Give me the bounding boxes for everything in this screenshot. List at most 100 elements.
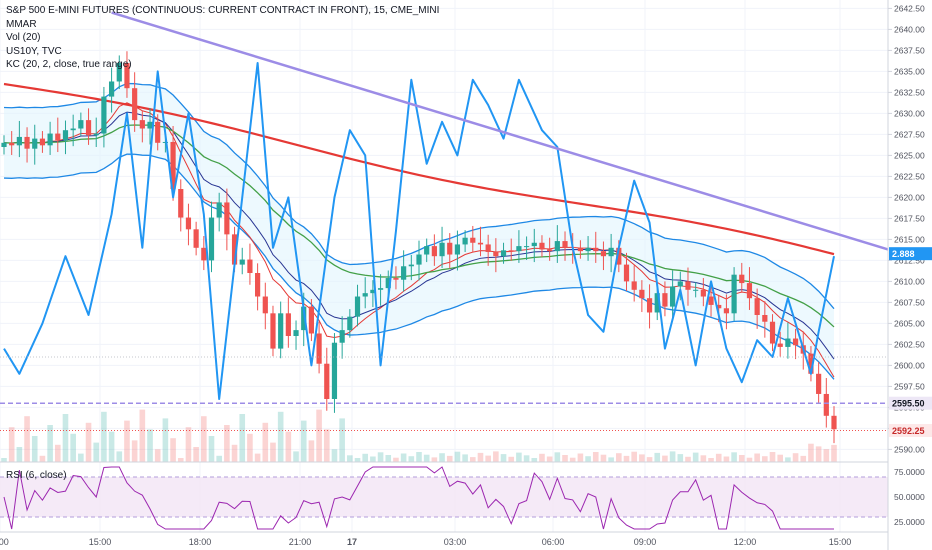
volume-bar xyxy=(316,409,322,462)
volume-bar xyxy=(792,453,799,462)
volume-bar xyxy=(331,449,338,462)
volume-bar xyxy=(769,452,776,462)
candle xyxy=(523,236,530,260)
candle-body xyxy=(401,266,407,280)
candle xyxy=(439,226,445,268)
candle-body xyxy=(562,241,568,247)
time-tick-label: 06:00 xyxy=(542,537,565,547)
candle xyxy=(1,135,7,155)
volume-bar xyxy=(423,454,430,462)
candle-body xyxy=(693,289,699,291)
candle-body xyxy=(792,338,799,346)
candle-body xyxy=(416,254,422,265)
volume-bar xyxy=(577,453,584,462)
candle xyxy=(339,316,345,359)
candle-body xyxy=(124,63,130,89)
volume-bar xyxy=(508,456,515,462)
volume-bar xyxy=(454,451,461,462)
volume-bar xyxy=(308,440,315,462)
candle xyxy=(646,284,653,329)
volume-bar xyxy=(800,455,807,462)
volume-bar xyxy=(47,425,53,462)
candle-body xyxy=(224,202,230,235)
volume-bar xyxy=(239,414,246,462)
price-tick-label: 2632.50 xyxy=(894,87,925,97)
time-tick-label: 15:00 xyxy=(829,537,852,547)
candle-body xyxy=(185,217,192,230)
candle xyxy=(739,262,745,293)
candle xyxy=(762,301,768,338)
candle-body xyxy=(231,234,238,265)
volume-bar xyxy=(539,453,545,462)
rsi-tick-label: 25.0000 xyxy=(894,517,925,527)
candle xyxy=(677,271,683,301)
rsi-legend[interactable]: RSI (6, close) xyxy=(6,470,67,481)
price-tick-label: 2607.50 xyxy=(894,297,925,307)
candle-body xyxy=(623,264,630,282)
volume-bar xyxy=(293,451,299,462)
volume-bar xyxy=(516,452,522,462)
candle-body xyxy=(485,244,491,252)
candle xyxy=(670,270,676,319)
volume-bar xyxy=(600,454,607,462)
volume-bar xyxy=(439,453,445,462)
volume-bar xyxy=(446,455,453,462)
candle xyxy=(316,321,322,374)
time-tick-label: 09:00 xyxy=(634,537,657,547)
volume-bars xyxy=(1,409,837,462)
last-price-tag: 2592.25 xyxy=(889,424,932,437)
candle-body xyxy=(531,242,537,247)
rsi-tick-label: 50.0000 xyxy=(894,492,925,502)
volume-bar xyxy=(8,427,15,462)
candle xyxy=(78,112,84,137)
candle-body xyxy=(539,242,545,250)
legend-volume[interactable]: Vol (20) xyxy=(6,32,41,43)
price-tick-label: 2590.00 xyxy=(894,444,925,454)
candle-body xyxy=(554,241,560,252)
price-tick-label: 2620.00 xyxy=(894,192,925,202)
candle-body xyxy=(424,246,430,255)
volume-bar xyxy=(531,458,538,462)
legend-keltner[interactable]: KC (20, 2, close, true range) xyxy=(6,59,132,70)
candle-body xyxy=(377,288,384,290)
volume-bar xyxy=(323,429,330,462)
candle xyxy=(470,225,476,253)
volume-bar xyxy=(731,452,737,462)
legend-us10y[interactable]: US10Y, TVC xyxy=(6,45,62,57)
level-price-tag-bg xyxy=(889,396,932,410)
candle-body xyxy=(70,128,76,131)
volume-bar xyxy=(831,444,837,462)
legend-symbol[interactable]: S&P 500 E-MINI FUTURES (CONTINUOUS: CURR… xyxy=(6,5,440,16)
candle-body xyxy=(739,274,745,284)
candle-body xyxy=(508,250,514,252)
volume-bar xyxy=(708,458,714,462)
legend-mmar[interactable]: MMAR xyxy=(6,18,37,30)
volume-bar xyxy=(493,451,499,462)
time-tick-label: 2:00 xyxy=(0,537,9,547)
price-tick-label: 2630.00 xyxy=(894,108,925,118)
volume-bar xyxy=(370,456,376,462)
candle-body xyxy=(9,142,15,146)
candle-body xyxy=(823,393,829,416)
volume-bar xyxy=(546,456,553,462)
candle xyxy=(485,234,491,266)
candle xyxy=(723,294,730,330)
volume-bar xyxy=(569,457,576,462)
volume-bar xyxy=(523,455,530,462)
keltner-fill xyxy=(4,83,834,380)
volume-bar xyxy=(154,449,161,462)
candle-body xyxy=(32,138,38,149)
volume-bar xyxy=(247,433,253,462)
candle-body xyxy=(816,373,822,394)
volume-bar xyxy=(224,425,230,462)
candle-body xyxy=(708,296,714,305)
volume-bar xyxy=(616,453,622,462)
volume-bar xyxy=(231,444,238,462)
volume-bar xyxy=(462,454,468,462)
candle xyxy=(639,280,645,313)
volume-bar xyxy=(662,455,668,462)
candle-body xyxy=(178,189,184,218)
candle xyxy=(577,240,583,259)
candle-body xyxy=(262,296,268,314)
